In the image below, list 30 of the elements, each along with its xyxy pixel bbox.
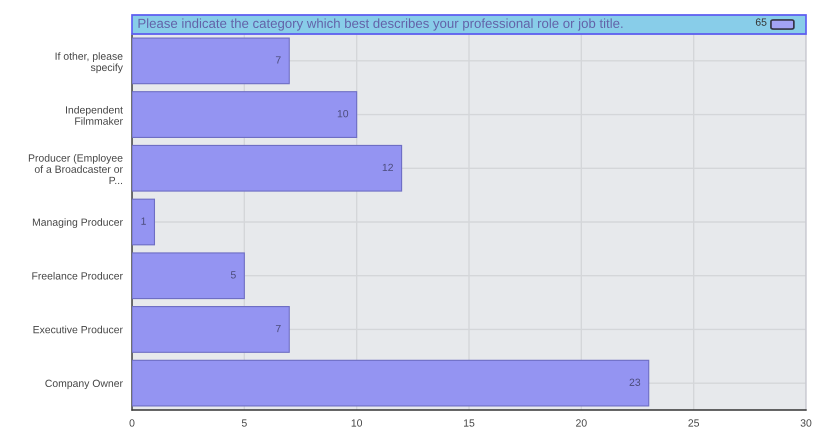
- bar: [132, 144, 402, 192]
- data-label: 23: [630, 378, 640, 386]
- y-tick-label: Executive Producer: [34, 326, 123, 334]
- x-tick-label: 30: [800, 419, 812, 427]
- bar: [132, 37, 290, 84]
- x-tick-label: 15: [464, 419, 474, 427]
- x-tick-label: 10: [352, 419, 362, 427]
- chart-title: Please indicate the category which best describes your professional role or job title.: [138, 18, 622, 31]
- bar: [132, 306, 290, 353]
- x-tick-label: 5: [242, 419, 247, 427]
- bar: [132, 252, 245, 300]
- data-label: 12: [382, 164, 393, 171]
- bar: [132, 91, 358, 138]
- text: 65: [756, 18, 766, 26]
- bar: [132, 360, 650, 407]
- y-tick-label: Freelance Producer: [32, 272, 123, 280]
- data-label: 7: [276, 56, 281, 64]
- bar: [132, 198, 156, 246]
- y-tick-label: Producer (Employee of a Broadcaster or P...: [28, 154, 123, 184]
- y-tick-label: Company Owner: [45, 380, 123, 390]
- y-tick-label: Independent Filmmaker: [66, 106, 123, 125]
- y-tick-label: Managing Producer: [32, 218, 123, 228]
- data-label: 5: [230, 271, 236, 279]
- data-label: 7: [276, 324, 281, 332]
- x-tick-label: 25: [688, 419, 700, 427]
- x-tick-label: 0: [130, 419, 134, 427]
- y-tick-label: If other, please specify: [56, 52, 123, 74]
- data-label: 10: [338, 110, 348, 118]
- data-label: 1: [141, 218, 146, 225]
- x-tick-label: 20: [576, 419, 587, 427]
